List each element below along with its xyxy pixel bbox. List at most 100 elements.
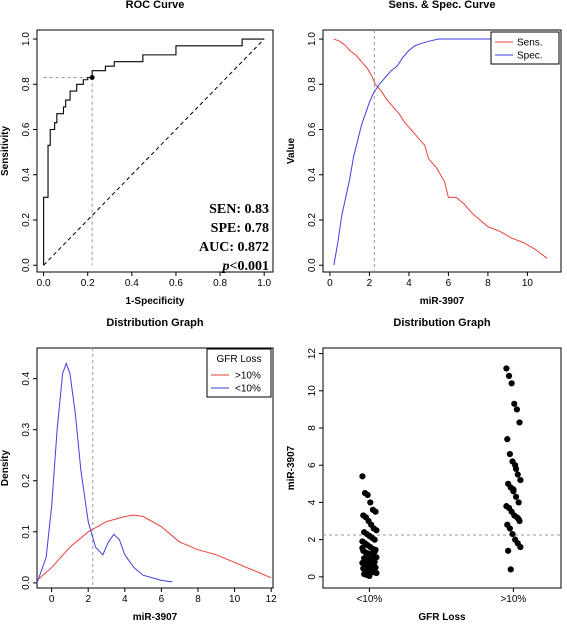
y-tick-label-1: 0.4 [307,167,318,181]
data-point [364,491,371,499]
x-tick-label-0: 0.6 [169,278,183,289]
x-tick-label-0: 0.0 [37,278,51,289]
y-tick-label-0: 1.0 [21,32,32,46]
y-tick-label-2: 0.0 [21,576,32,590]
x-tick-label-1: 0 [327,278,333,289]
chart-title-2: Distribution Graph [106,317,203,329]
plot-frame-1 [322,29,562,273]
x-axis-label-1: miR-3907 [420,296,465,307]
plot-frame-0 [36,29,274,273]
p-value: <0.001 [230,259,269,274]
y-tick-label-1: 0.6 [307,122,318,136]
x-tick-label-1: 6 [446,278,452,289]
data-point [507,566,514,573]
chart-title-1: Sens. & Spec. Curve [389,0,496,11]
y-tick-label-3: 12 [307,348,318,360]
data-point [512,493,520,500]
x-tick-label-2: 6 [159,594,165,605]
density-chart: Distribution Graph miR-3907 Density 0 2 4 6 8 10… [0,317,277,623]
data-point [371,558,378,566]
density-line-lt10 [36,361,173,584]
y-tick-label-0: 0.2 [21,213,32,227]
x-tick-label-2: 12 [266,594,278,605]
data-point [503,365,510,372]
data-point [361,557,369,564]
y-tick-label-1: 0.0 [307,258,318,272]
y-tick-label-2: 0.1 [21,524,32,538]
data-point [515,499,522,506]
strip-chart: Distribution Graph GFR Loss miR-3907 0 2 4 6 8 1… [286,317,562,623]
series-line-sens [333,38,548,259]
data-point [517,543,524,551]
data-point [510,486,517,493]
data-point [508,380,515,387]
legend-title: GFR Loss [216,354,261,365]
data-point [517,476,524,484]
x-tick-label-2: 2 [85,594,91,605]
y-axis-label-2: Density [0,450,11,487]
y-tick-label-0: 0.0 [21,258,32,272]
y-tick-label-1: 0.8 [307,77,318,91]
y-tick-label-3: 10 [307,385,318,397]
legend-entry: Spec. [517,51,543,62]
x-tick-label-0: 0.2 [81,278,95,289]
data-point [506,525,513,532]
data-point [371,548,378,555]
x-tick-label-2: 8 [195,594,201,605]
x-tick-label-1: 4 [406,278,412,289]
stat-label: SPE: 0.78 [211,221,269,236]
data-point [506,450,513,458]
x-axis-label-3: GFR Loss [418,612,466,623]
series-line-spec [333,38,548,266]
data-point [366,572,373,580]
x-axis-label-2: miR-3907 [133,612,178,623]
x-tick-label-1: 10 [522,278,534,289]
roc-curve-chart: ROC Curve 1-Specificity Sensitivity 0.0 0.2 0… [0,0,274,307]
chart-title-3: Distribution Graph [393,317,490,329]
y-tick-label-3: 6 [307,462,318,468]
y-tick-label-1: 1.0 [307,32,318,46]
legend-entry: <10% [235,384,261,395]
data-point [512,465,520,473]
data-point [371,536,378,543]
data-point [511,400,518,407]
x-tick-label-2: 10 [229,594,241,605]
reference-diagonal [43,38,265,266]
data-point [359,544,366,552]
y-tick-label-3: 0 [307,574,318,580]
legend-entry: >10% [235,371,261,382]
density-line-gt10 [36,514,272,581]
y-tick-label-3: 8 [307,425,318,431]
data-point [505,547,512,554]
data-point [514,471,521,478]
legend-box [490,31,560,65]
p-symbol: p [222,259,230,274]
chart-title-0: ROC Curve [126,0,185,11]
y-tick-label-1: 0.2 [307,213,318,227]
y-axis-label-1: Value [286,138,297,165]
legend-box [206,348,272,398]
x-tick-label-3: >10% [500,594,526,605]
x-tick-label-1: 8 [485,278,491,289]
cutoff-point [89,74,95,80]
x-tick-label-2: 0 [49,594,55,605]
data-point [367,499,374,506]
data-point [373,527,380,534]
stat-label: AUC: 0.872 [199,240,269,255]
y-tick-label-2: 0.2 [21,473,32,487]
data-point [504,436,511,443]
data-point [359,473,366,480]
plot-frame-2 [36,347,274,589]
x-tick-label-2: 4 [122,594,128,605]
data-point [372,564,379,571]
data-point [516,419,523,426]
data-point [509,530,516,538]
x-axis-label-0: 1-Specificity [126,296,185,307]
y-tick-label-2: 0.3 [21,422,32,436]
data-point [505,372,513,380]
y-tick-label-3: 2 [307,536,318,542]
data-point [372,508,379,515]
p-value-label: p<0.001 [222,259,269,274]
stat-label: SEN: 0.83 [209,202,269,217]
